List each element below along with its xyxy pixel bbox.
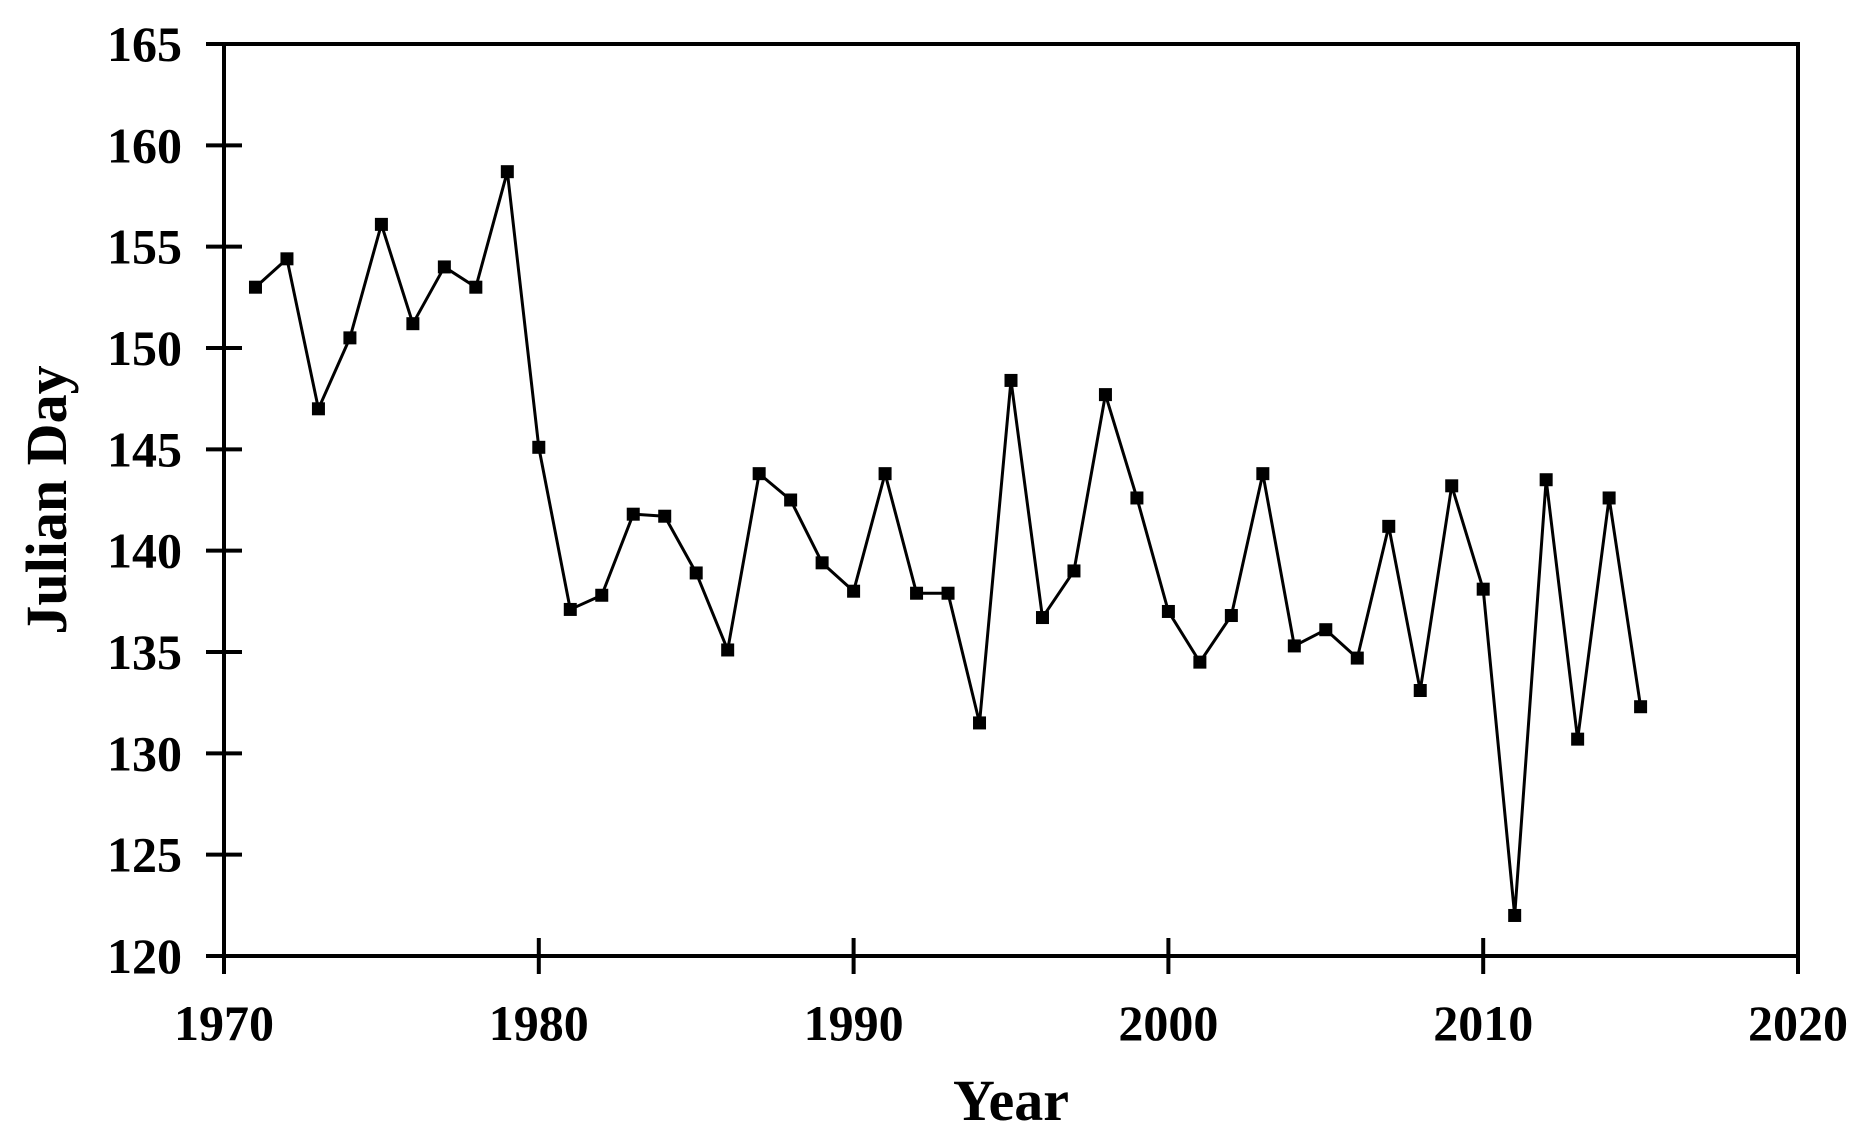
data-point-marker xyxy=(1539,473,1553,487)
x-tick-labels: 1970 1980 1990 2000 2010 2020 xyxy=(174,995,1848,1051)
y-tick-label: 145 xyxy=(107,421,182,477)
y-tick-labels: 120 125 130 135 140 145 150 155 160 165 xyxy=(107,16,182,984)
y-tick-label: 160 xyxy=(107,117,182,173)
data-point-marker xyxy=(248,280,262,294)
data-point-marker xyxy=(878,467,892,481)
x-tick-label: 1980 xyxy=(489,995,589,1051)
data-point-marker xyxy=(1067,564,1081,578)
data-point-marker xyxy=(1382,519,1396,533)
x-tick-label: 2000 xyxy=(1118,995,1218,1051)
data-point-marker xyxy=(1508,908,1522,922)
data-point-marker xyxy=(343,331,357,345)
x-tick-label: 1970 xyxy=(174,995,274,1051)
plot-area-border xyxy=(222,42,1800,958)
data-point-marker xyxy=(1413,684,1427,698)
data-point-marker xyxy=(752,467,766,481)
data-point-marker xyxy=(1004,373,1018,387)
data-point-marker xyxy=(595,588,609,602)
data-point-marker xyxy=(374,217,388,231)
data-point-marker xyxy=(910,586,924,600)
data-point-marker xyxy=(941,586,955,600)
data-point-marker xyxy=(1098,388,1112,402)
series-line xyxy=(254,170,1643,917)
data-point-marker xyxy=(973,716,987,730)
y-tick-label: 140 xyxy=(107,523,182,579)
y-tick-label: 155 xyxy=(107,219,182,275)
data-point-marker xyxy=(1476,582,1490,596)
data-point-marker xyxy=(658,509,672,523)
data-point-marker xyxy=(1350,651,1364,665)
data-point-marker xyxy=(1634,700,1648,714)
data-point-marker xyxy=(532,440,546,454)
y-tick-label: 150 xyxy=(107,320,182,376)
y-tick-label: 120 xyxy=(107,928,182,984)
x-axis-title: Year xyxy=(953,1068,1069,1133)
y-tick-label: 130 xyxy=(107,725,182,781)
data-point-marker xyxy=(1319,623,1333,637)
y-tick-label: 135 xyxy=(107,624,182,680)
data-point-marker xyxy=(1224,609,1238,623)
data-point-marker xyxy=(784,493,798,507)
data-point-marker xyxy=(1130,491,1144,505)
data-point-marker xyxy=(689,566,703,580)
data-point-marker xyxy=(1161,604,1175,618)
axis-ticks xyxy=(206,42,1800,974)
x-tick-label: 2020 xyxy=(1748,995,1848,1051)
x-tick-label: 1990 xyxy=(804,995,904,1051)
data-point-marker xyxy=(1256,467,1270,481)
data-point-marker xyxy=(469,280,483,294)
data-point-marker xyxy=(1571,732,1585,746)
data-point-marker xyxy=(815,556,829,570)
data-point-marker xyxy=(626,507,640,521)
data-point-marker xyxy=(437,260,451,274)
data-point-marker xyxy=(847,584,861,598)
data-point-marker xyxy=(280,252,294,266)
data-point-marker xyxy=(1193,655,1207,669)
data-point-marker xyxy=(563,602,577,616)
data-point-marker xyxy=(1445,479,1459,493)
y-tick-label: 125 xyxy=(107,827,182,883)
data-point-marker xyxy=(311,402,325,416)
data-point-marker xyxy=(1287,639,1301,653)
data-point-marker xyxy=(721,643,735,657)
data-point-marker xyxy=(1602,491,1616,505)
y-tick-label: 165 xyxy=(107,16,182,72)
data-point-marker xyxy=(1035,611,1049,625)
data-series xyxy=(248,165,1648,922)
data-point-marker xyxy=(406,317,420,331)
x-tick-label: 2010 xyxy=(1433,995,1533,1051)
data-point-marker xyxy=(500,165,514,179)
y-axis-title: Julian Day xyxy=(14,365,79,634)
